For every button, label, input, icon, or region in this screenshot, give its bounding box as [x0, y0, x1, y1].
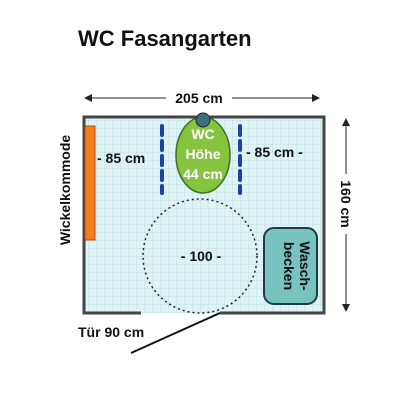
- door-swing: [130, 312, 221, 354]
- sink: [263, 227, 318, 305]
- right-clearance-label: - 85 cm -: [246, 144, 303, 160]
- toilet-label-line2: Höhe: [186, 146, 221, 162]
- toilet-label-line3: 44 cm: [183, 166, 223, 182]
- turning-circle-label: - 100 -: [181, 248, 222, 264]
- toilet-flush-button: [195, 112, 211, 128]
- sink-label-line2: becken: [281, 242, 297, 290]
- changing-table: [84, 125, 96, 241]
- changing-table-label: Wickelkommode: [57, 135, 73, 246]
- width-dimension-label: 205 cm: [175, 90, 222, 106]
- sink-label-line1: Wasch-: [297, 241, 313, 291]
- left-clearance-label: - 85 cm: [97, 150, 145, 166]
- plan-title: WC Fasangarten: [78, 26, 252, 51]
- toilet-label-line1: WC: [191, 126, 214, 142]
- width-label-bg: [166, 88, 232, 106]
- height-label-bg: [337, 174, 355, 234]
- height-dimension-label: 160 cm: [338, 180, 354, 227]
- grab-bars: [160, 124, 242, 195]
- door-label: Tür 90 cm: [78, 324, 144, 340]
- turning-circle: [142, 198, 258, 314]
